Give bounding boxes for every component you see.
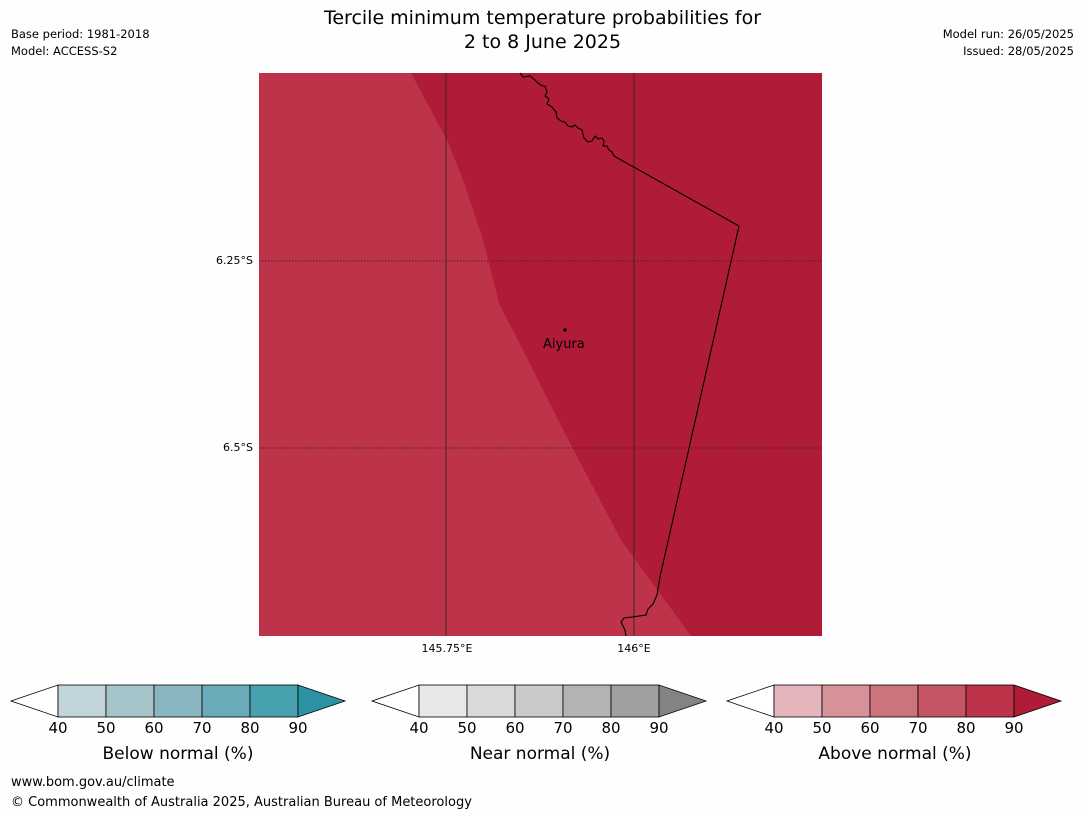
colorbar-segment — [773, 684, 823, 718]
colorbar-tick-label: 60 — [505, 719, 525, 737]
colorbar-segment — [917, 684, 967, 718]
title-line-1: Tercile minimum temperature probabilitie… — [323, 7, 762, 29]
coastline-border — [519, 72, 740, 637]
colorbar-tick-label: 70 — [553, 719, 573, 737]
colorbar-segment — [610, 684, 660, 718]
colorbar-tick-label: 40 — [409, 719, 429, 737]
colorbar-tick-label: 40 — [764, 719, 784, 737]
below-normal-colorbar — [9, 684, 347, 718]
colorbar-tick-label: 60 — [144, 719, 164, 737]
chart-title: Tercile minimum temperature probabilitie… — [200, 6, 885, 54]
colorbar-tick-label: 80 — [601, 719, 621, 737]
title-line-2: 2 to 8 June 2025 — [463, 31, 622, 53]
colorbar-tick-label: 70 — [908, 719, 928, 737]
colorbar-extension-high — [1013, 684, 1063, 718]
lon-label-146: 146°E — [617, 642, 651, 655]
zone-70-80 — [259, 73, 691, 636]
colorbar-tick-label: 80 — [240, 719, 260, 737]
colorbar-segment — [869, 684, 919, 718]
issued-text: Issued: 28/05/2025 — [963, 44, 1074, 58]
colorbar-extension-low — [9, 684, 59, 718]
above-normal-colorbar — [725, 684, 1063, 718]
colorbar-tick-label: 70 — [192, 719, 212, 737]
colorbar-extension-low — [370, 684, 420, 718]
colorbar-segment — [201, 684, 251, 718]
colorbar-extension-high — [658, 684, 708, 718]
near-normal-colorbar — [370, 684, 708, 718]
colorbar-segment — [466, 684, 516, 718]
colorbar-segment — [965, 684, 1015, 718]
colorbar-segment — [105, 684, 155, 718]
colorbar-extension-low — [725, 684, 775, 718]
near-normal-label: Near normal (%) — [469, 744, 611, 764]
colorbar-tick-label: 90 — [1004, 719, 1024, 737]
colorbar-tick-label: 90 — [649, 719, 669, 737]
colorbar-tick-label: 40 — [48, 719, 68, 737]
footer-copyright: © Commonwealth of Australia 2025, Austra… — [11, 795, 472, 810]
colorbar-segment — [249, 684, 299, 718]
colorbar-segment — [821, 684, 871, 718]
aiyura-label: Aiyura — [543, 337, 585, 352]
colorbar-tick-label: 90 — [288, 719, 308, 737]
below-normal-label: Below normal (%) — [102, 744, 254, 764]
lat-label-6-5: 6.5°S — [223, 441, 253, 454]
colorbar-tick-label: 60 — [860, 719, 880, 737]
colorbar-tick-label: 80 — [956, 719, 976, 737]
colorbar-segment — [57, 684, 107, 718]
colorbar-segment — [418, 684, 468, 718]
footer-url[interactable]: www.bom.gov.au/climate — [11, 775, 175, 790]
lon-label-145-75: 145.75°E — [421, 642, 473, 655]
colorbar-segment — [153, 684, 203, 718]
aiyura-marker — [563, 328, 567, 332]
above-normal-label: Above normal (%) — [818, 744, 972, 764]
model-run-text: Model run: 26/05/2025 — [942, 27, 1074, 41]
colorbar-segment — [514, 684, 564, 718]
colorbar-segment — [562, 684, 612, 718]
base-period-text: Base period: 1981-2018 — [11, 27, 150, 41]
lat-label-6-25: 6.25°S — [216, 254, 253, 267]
meta-right: Model run: 26/05/2025 Issued: 28/05/2025 — [943, 26, 1074, 60]
colorbar-extension-high — [297, 684, 347, 718]
model-text: Model: ACCESS-S2 — [11, 44, 118, 58]
colorbar-tick-label: 50 — [457, 719, 477, 737]
meta-left: Base period: 1981-2018 Model: ACCESS-S2 — [11, 26, 150, 60]
colorbar-tick-label: 50 — [812, 719, 832, 737]
colorbar-tick-label: 50 — [96, 719, 116, 737]
